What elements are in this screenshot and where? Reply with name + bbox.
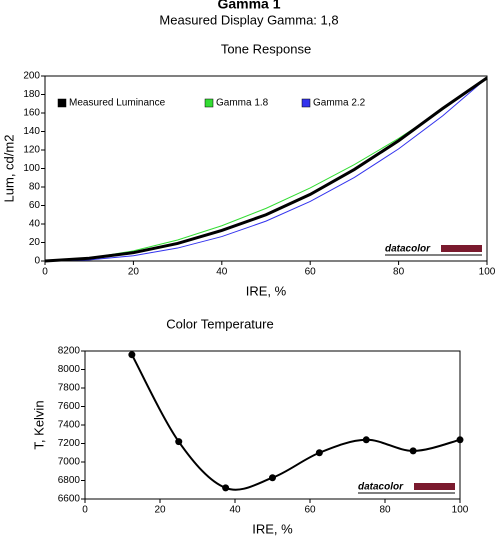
point <box>409 447 417 455</box>
legend-swatch <box>57 98 67 108</box>
point <box>456 436 464 444</box>
y-tick-label: 200 <box>23 71 40 82</box>
y-tick-label: 20 <box>29 237 41 248</box>
x-tick-label: 80 <box>379 505 391 516</box>
x-tick-label: 40 <box>216 267 228 278</box>
series-line <box>130 354 461 491</box>
y-tick-label: 140 <box>23 126 40 137</box>
series-line <box>44 76 488 263</box>
page-title: Gamma 1 <box>217 0 280 12</box>
y-tick-label: 120 <box>23 145 40 156</box>
legend-label: Gamma 2.2 <box>313 98 366 109</box>
y-axis-label: T, Kelvin <box>31 400 46 449</box>
legend-swatch <box>301 98 311 108</box>
y-tick-label: 8200 <box>58 346 81 357</box>
point <box>269 474 276 482</box>
y-tick-label: 0 <box>34 256 40 267</box>
page-subtitle: Measured Display Gamma: 1,8 <box>159 12 338 27</box>
y-axis-label: Lum, cd/m2 <box>1 135 16 203</box>
point <box>128 351 136 359</box>
y-tick-label: 7200 <box>58 438 81 449</box>
series-line <box>44 77 488 262</box>
x-tick-label: 60 <box>305 267 317 278</box>
y-tick-label: 7000 <box>58 457 81 468</box>
logo: datacolor <box>385 244 431 255</box>
legend-label: Measured Luminance <box>69 98 166 109</box>
point <box>315 449 323 457</box>
x-tick-label: 100 <box>452 505 469 516</box>
chart-title: Color Temperature <box>166 316 273 331</box>
logo-bar <box>414 483 455 490</box>
legend-swatch <box>204 98 214 108</box>
y-tick-label: 180 <box>23 89 40 100</box>
point <box>175 438 183 446</box>
y-tick-label: 8000 <box>58 364 81 375</box>
y-tick-label: 7400 <box>58 420 81 431</box>
y-tick-label: 160 <box>23 108 40 119</box>
x-tick-label: 40 <box>229 505 241 516</box>
plot-frame <box>44 75 488 262</box>
y-tick-label: 80 <box>29 182 41 193</box>
x-axis-label: IRE, % <box>252 521 293 536</box>
plot-frame <box>84 350 461 500</box>
x-tick-label: 20 <box>128 267 140 278</box>
legend-label: Gamma 1.8 <box>216 98 269 109</box>
point <box>362 436 370 444</box>
y-tick-label: 6800 <box>58 475 81 486</box>
logo: datacolor <box>358 482 404 493</box>
y-tick-label: 6600 <box>58 494 81 505</box>
x-tick-label: 80 <box>393 267 405 278</box>
y-tick-label: 7600 <box>58 401 81 412</box>
x-tick-label: 20 <box>154 505 166 516</box>
y-tick-label: 7800 <box>58 383 81 394</box>
y-tick-label: 40 <box>29 219 41 230</box>
x-axis-label: IRE, % <box>246 283 287 298</box>
x-tick-label: 100 <box>479 267 496 278</box>
y-tick-label: 100 <box>23 163 40 174</box>
point <box>222 484 230 492</box>
x-tick-label: 0 <box>42 267 48 278</box>
y-tick-label: 60 <box>29 200 41 211</box>
x-tick-label: 0 <box>82 505 88 516</box>
x-tick-label: 60 <box>304 505 316 516</box>
logo-bar <box>441 245 482 252</box>
chart-title: Tone Response <box>221 41 311 56</box>
